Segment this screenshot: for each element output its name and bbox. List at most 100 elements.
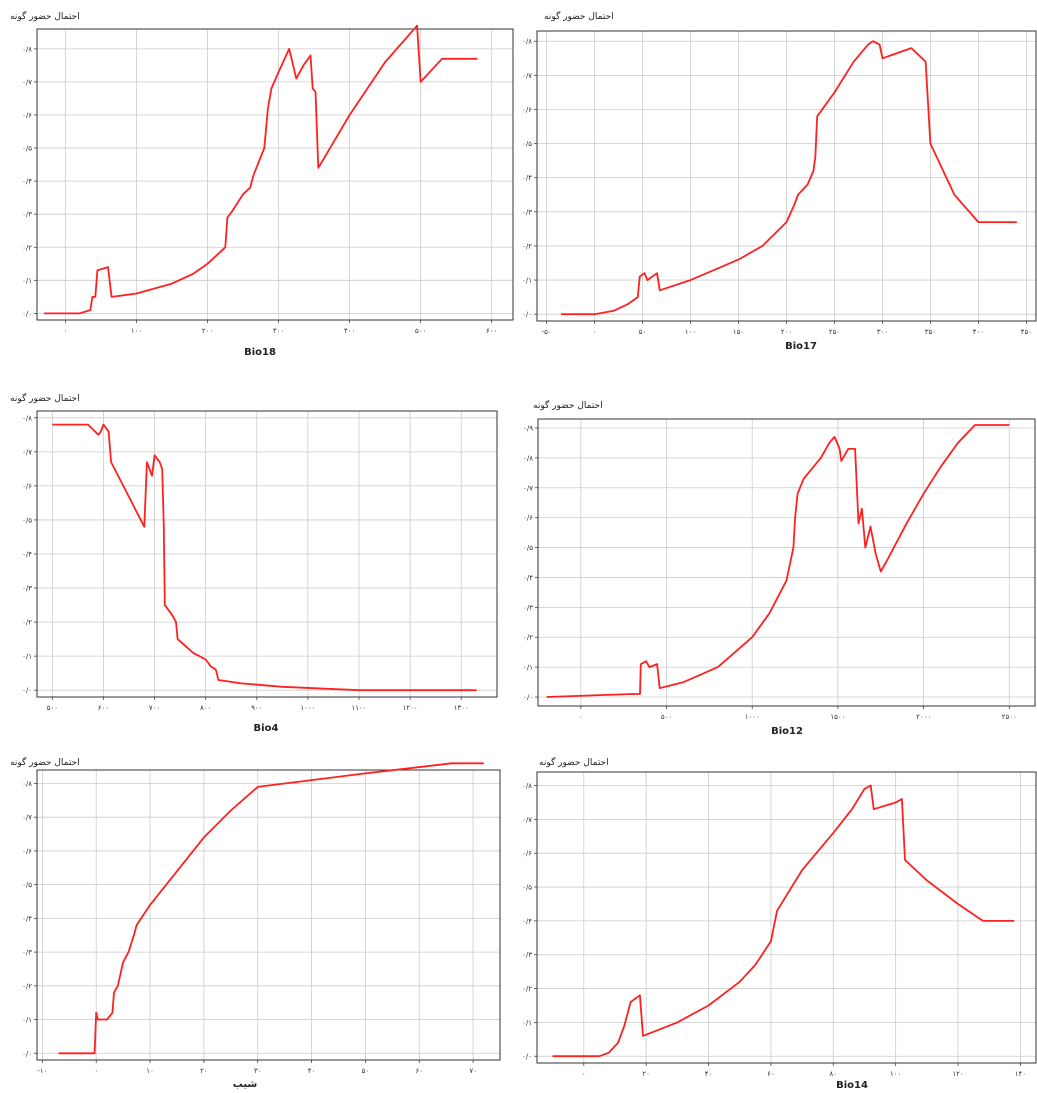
x-tick-label: ۲۰۰۰	[916, 713, 931, 721]
response-curve	[44, 24, 478, 315]
x-tick-label: ۱۰۰	[685, 328, 696, 336]
y-tick-label: ۰/۶	[522, 106, 532, 114]
y-axis-label: احتمال حضور گونه	[539, 758, 609, 768]
x-tick-label: ۹۰۰	[251, 704, 262, 712]
x-axis-label: Bio12	[771, 726, 803, 737]
x-tick-label: ۶۰	[767, 1070, 775, 1078]
x-tick-label: ۵۰۰	[661, 713, 672, 721]
chart-plot: -۱۰ ۰ ۱۰ ۲۰ ۳۰ ۴۰ ۵۰ ۶۰ ۷۰ ۰/۰ ۰/۱ ۰/۲ ۰/۳ ۰/۴ ۰/۵ ۰/۶ ۰…	[22, 762, 501, 1075]
x-tick-label: ۱۲۰	[952, 1070, 963, 1078]
response-curve	[52, 423, 477, 692]
y-tick-label: ۰/۵	[22, 881, 32, 889]
y-axis-label: احتمال حضور گونه	[10, 12, 80, 22]
y-tick-label: ۰/۶	[522, 850, 532, 858]
y-tick-label: ۰/۷	[22, 814, 32, 822]
y-tick-label: ۰/۴	[22, 178, 32, 186]
y-tick-label: ۰/۸	[522, 782, 532, 790]
y-tick-label: ۰/۰	[523, 694, 533, 702]
x-tick-label: ۲۰	[200, 1067, 208, 1075]
y-tick-label: ۰/۱	[523, 664, 533, 672]
x-axis-label: شیب	[232, 1079, 258, 1090]
y-tick-label: ۰/۰	[22, 687, 32, 695]
chart-plot: -۵۰ ۰ ۵۰ ۱۰۰ ۱۵۰ ۲۰۰ ۲۵۰ ۳۰۰ ۳۵۰ ۴۰۰ ۴۵۰ ۰/۰ ۰/۱ ۰/۲ ۰…	[522, 30, 1037, 336]
plot-frame	[36, 769, 501, 1061]
y-tick-label: ۰/۲	[522, 242, 532, 250]
y-tick-label: ۰/۵	[523, 544, 533, 552]
y-tick-label: ۰/۳	[22, 585, 32, 593]
response-curve	[58, 762, 484, 1055]
y-tick-label: ۰/۰	[522, 311, 532, 319]
x-tick-label: ۰	[64, 327, 68, 335]
chart-plot: ۰ ۱۰۰ ۲۰۰ ۳۰۰ ۴۰۰ ۵۰۰ ۶۰۰ ۰/۰ ۰/۱ ۰/۲ ۰/۳ ۰/۴ ۰/۵ ۰/۶…	[22, 24, 514, 335]
x-tick-label: ۱۴۰	[1015, 1070, 1026, 1078]
chart-bio14: احتمال حضور گونه ۰ ۲۰ ۴۰ ۶۰ ۸۰ ۱۰۰ ۱۲۰ ۱۴۰ ۰/۰ ۰/…	[519, 752, 1037, 1093]
y-tick-label: ۰/۲	[22, 982, 32, 990]
y-tick-label: ۰/۱	[522, 1019, 532, 1027]
x-tick-label: ۶۰	[415, 1067, 423, 1075]
x-axis-label: Bio17	[785, 341, 817, 352]
x-tick-label: ۴۰۰	[344, 327, 355, 335]
chart-plot: ۰ ۲۰ ۴۰ ۶۰ ۸۰ ۱۰۰ ۱۲۰ ۱۴۰ ۰/۰ ۰/۱ ۰/۲ ۰/۳ ۰/۴ ۰/۵ ۰/۶ ۰…	[522, 771, 1037, 1078]
x-tick-label: ۵۰	[639, 328, 647, 336]
x-tick-label: ۱۳۰۰	[454, 704, 469, 712]
y-tick-label: ۰/۱	[22, 1016, 32, 1024]
x-tick-label: ۲۵۰۰	[1002, 713, 1017, 721]
x-tick-label: ۱۰۰	[890, 1070, 901, 1078]
y-tick-label: ۰/۸	[22, 780, 32, 788]
x-tick-label: ۳۰	[254, 1067, 262, 1075]
y-tick-label: ۰/۶	[22, 847, 32, 855]
y-axis-label: احتمال حضور گونه	[10, 758, 80, 768]
y-tick-label: ۰/۸	[22, 45, 32, 53]
y-axis-label: احتمال حضور گونه	[544, 12, 614, 22]
x-tick-label: ۱۰	[146, 1067, 154, 1075]
chart-plot: ۰ ۵۰۰ ۱۰۰۰ ۱۵۰۰ ۲۰۰۰ ۲۵۰۰ ۰/۰ ۰/۱ ۰/۲ ۰/۳ ۰/۴ ۰/۵ ۰/…	[523, 418, 1036, 721]
x-axis-label: Bio18	[244, 347, 276, 358]
x-tick-label: ۰	[579, 713, 583, 721]
y-tick-label: ۰/۵	[22, 516, 32, 524]
chart-bio12: احتمال حضور گونه ۰ ۵۰۰ ۱۰۰۰ ۱۵۰۰ ۲۰۰۰ ۲۵۰۰ ۰/۰…	[519, 395, 1037, 740]
y-tick-label: ۰/۷	[522, 72, 532, 80]
y-tick-label: ۰/۴	[522, 917, 532, 925]
x-tick-label: ۷۰۰	[149, 704, 160, 712]
y-tick-label: ۰/۷	[523, 484, 533, 492]
y-tick-label: ۰/۲	[522, 985, 532, 993]
y-tick-label: ۰/۳	[22, 211, 32, 219]
y-tick-label: ۰/۱	[22, 653, 32, 661]
x-tick-label: -۵۰	[542, 328, 552, 336]
y-tick-label: ۰/۸	[522, 38, 532, 46]
y-tick-label: ۰/۷	[22, 78, 32, 86]
y-tick-label: ۰/۰	[22, 1050, 32, 1058]
x-tick-label: ۳۰۰	[273, 327, 284, 335]
y-tick-label: ۰/۸	[22, 414, 32, 422]
x-tick-label: ۸۰۰	[200, 704, 211, 712]
x-tick-label: ۶۰۰	[98, 704, 109, 712]
x-tick-label: ۴۵۰	[1021, 328, 1032, 336]
y-tick-label: ۰/۵	[22, 145, 32, 153]
y-tick-label: ۰/۳	[522, 951, 532, 959]
x-tick-label: ۴۰	[308, 1067, 316, 1075]
y-tick-label: ۰/۸	[523, 454, 533, 462]
x-tick-label: ۲۰۰	[781, 328, 792, 336]
x-tick-label: ۴۰۰	[973, 328, 984, 336]
x-tick-label: ۰	[94, 1067, 98, 1075]
y-tick-label: ۰/۷	[522, 816, 532, 824]
x-tick-label: ۵۰	[362, 1067, 370, 1075]
y-tick-label: ۰/۱	[522, 277, 532, 285]
x-tick-label: ۴۰	[705, 1070, 713, 1078]
y-tick-label: ۰/۰	[22, 310, 32, 318]
y-tick-label: ۰/۰	[522, 1053, 532, 1061]
y-tick-label: ۰/۲	[523, 634, 533, 642]
response-curve	[552, 784, 1015, 1058]
response-curve	[561, 40, 1017, 316]
y-tick-label: ۰/۳	[523, 604, 533, 612]
y-tick-label: ۰/۴	[22, 551, 32, 559]
y-tick-label: ۰/۶	[523, 514, 533, 522]
x-tick-label: ۳۵۰	[925, 328, 936, 336]
plot-frame	[537, 418, 1036, 707]
y-tick-label: ۰/۵	[522, 884, 532, 892]
y-tick-label: ۰/۹	[523, 424, 533, 432]
plot-frame	[36, 410, 498, 698]
x-axis-label: Bio14	[836, 1080, 868, 1091]
x-tick-label: ۸۰	[830, 1070, 838, 1078]
y-tick-label: ۰/۶	[22, 111, 32, 119]
